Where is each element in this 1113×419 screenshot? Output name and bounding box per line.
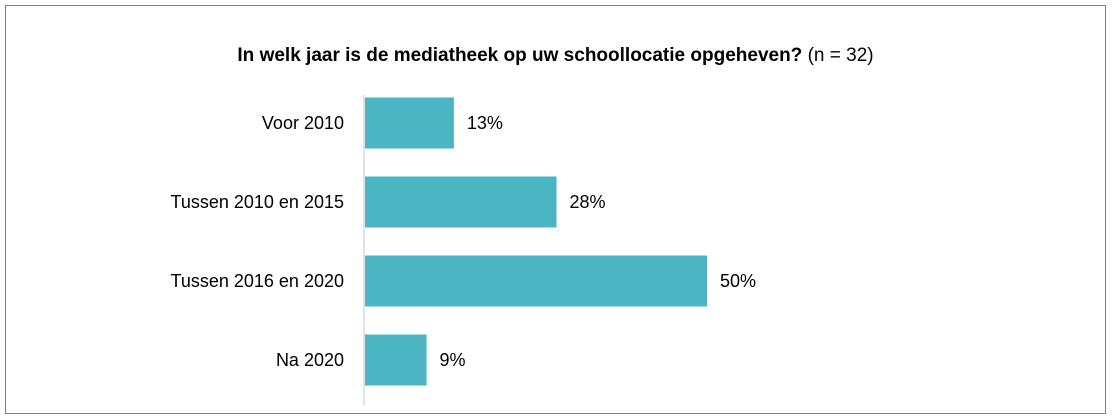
bar-3 — [365, 255, 707, 307]
bar-1 — [365, 97, 454, 149]
category-label-1: Voor 2010 — [262, 113, 344, 133]
value-label-4: 9% — [440, 350, 466, 370]
bar-plot: Voor 2010 13% Tussen 2010 en 2015 28% Tussen… — [171, 95, 756, 405]
bars-group: Voor 2010 13% Tussen 2010 en 2015 28% Tussen… — [171, 97, 756, 386]
bar-2 — [365, 176, 557, 228]
chart-frame: In welk jaar is de mediatheek op uw scho… — [5, 5, 1106, 414]
category-label-4: Na 2020 — [276, 350, 344, 370]
category-label-3: Tussen 2016 en 2020 — [171, 271, 344, 291]
value-label-3: 50% — [720, 271, 756, 291]
value-label-1: 13% — [467, 113, 503, 133]
value-label-2: 28% — [570, 192, 606, 212]
chart-title-n: (n = 32) — [807, 45, 874, 66]
chart-title-main: In welk jaar is de mediatheek op uw scho… — [237, 45, 803, 66]
category-label-2: Tussen 2010 en 2015 — [171, 192, 344, 212]
chart-title: In welk jaar is de mediatheek op uw scho… — [6, 45, 1105, 67]
bar-4 — [365, 334, 427, 386]
